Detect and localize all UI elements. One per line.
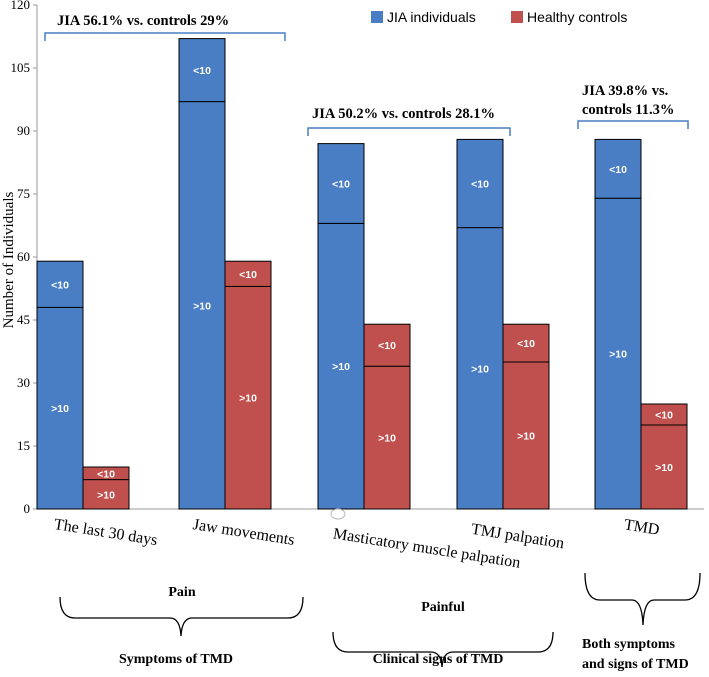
bar-segment-upper [502,323,550,363]
bar-segment-label-lower: >10 [655,462,673,474]
bar-segment-label-upper: <10 [471,179,489,191]
bracket-tmd [577,120,689,129]
bar-segment-label-upper: <10 [97,468,115,480]
bar-segment-lower [317,222,365,510]
bar-segment-upper [363,323,411,367]
y-tick-label: 75 [17,186,30,201]
bar-segment-upper [36,260,84,308]
bar-segment-upper [640,403,688,426]
bracket-painful [307,127,511,136]
bar-segment-label-upper: <10 [655,410,673,422]
y-tick-label: 90 [17,123,30,138]
bars: >10 <10 >10 <10 >10 <10 >10 <10 >10 <10 >10 <10 >10 <… [36,38,688,510]
x-category-label: TMJ palpation [470,521,565,552]
bar-segment-label-lower: >10 [239,393,257,405]
y-tick-label: 120 [11,0,31,12]
bar-segment-lower [178,101,226,510]
group-label-both-line1: Both symptoms [582,637,676,652]
group-label-both-line2: and signs of TMD [582,657,689,672]
bar-segment-lower [502,361,550,510]
bar-segment-upper [594,138,642,199]
bar-segment-label-lower: >10 [51,403,69,415]
bar-segment-label-lower: >10 [193,300,211,312]
bar-segment-label-upper: <10 [517,338,535,350]
bar-segment-upper [224,260,272,287]
bar-segment-label-upper: <10 [193,65,211,77]
bar-segment-label-lower: >10 [471,363,489,375]
group-label-pain: Pain [168,585,195,600]
brace-clinical [332,631,554,668]
y-tick-label: 0 [24,501,31,516]
bar-segment-label-lower: >10 [378,433,396,445]
bar-segment-lower [36,306,84,510]
bar-segment-label-upper: <10 [51,279,69,291]
brace-symptoms [59,596,304,637]
bar-segment-label-upper: <10 [609,164,627,176]
bar-segment-lower [456,227,504,510]
bracket-pain [44,32,286,41]
bar-segment-label-upper: <10 [378,340,396,352]
legend-label-controls: Healthy controls [527,9,627,25]
annotation-painful: JIA 50.2% vs. controls 28.1% [312,106,495,122]
legend-swatch-jia [371,11,383,23]
annotation-tmd-line2: controls 11.3% [582,102,674,118]
annotation-brackets [44,32,689,136]
group-label-symptoms: Symptoms of TMD [119,652,233,667]
y-tick-label: 45 [17,312,30,327]
legend-swatch-controls [511,11,523,23]
axis-marker-ellipse [330,508,346,520]
group-label-painful: Painful [421,600,465,615]
bar-segment-lower [224,285,272,510]
y-ticks: 0 15 30 45 60 75 90 105 120 [11,0,37,516]
y-tick-label: 60 [17,249,30,264]
y-tick-label: 15 [17,438,30,453]
bar-segment-upper [456,138,504,229]
y-tick-label: 30 [17,375,30,390]
bar-segment-upper [82,466,130,481]
bar-segment-upper [178,38,226,103]
bar-segment-lower [82,479,130,510]
bar-segment-label-upper: <10 [239,269,257,281]
bar-segment-upper [317,143,365,224]
x-category-label: The last 30 days [53,516,159,549]
x-category-label: Jaw movements [192,516,296,549]
bar-segment-lower [363,365,411,510]
group-label-clinical: Clinical signs of TMD [373,652,504,667]
annotation-tmd-line1: JIA 39.8% vs. [582,83,668,99]
y-axis-label: Number of Individuals [1,192,17,329]
annotation-pain: JIA 56.1% vs. controls 29% [57,13,229,29]
bar-segment-lower [640,424,688,510]
legend-label-jia: JIA individuals [387,9,476,25]
category-labels: The last 30 days Jaw movements Masticatory… [53,516,661,572]
y-tick-label: 105 [11,60,31,75]
brace-both [584,572,701,626]
group-braces [59,572,701,668]
bar-segment-label-lower: >10 [332,361,350,373]
bar-segment-label-lower: >10 [97,489,115,501]
bar-segment-label-lower: >10 [609,349,627,361]
bar-segment-label-upper: <10 [332,179,350,191]
bar-segment-label-lower: >10 [517,431,535,443]
legend: JIA individuals Healthy controls [371,9,627,25]
x-category-label: TMD [623,516,661,538]
